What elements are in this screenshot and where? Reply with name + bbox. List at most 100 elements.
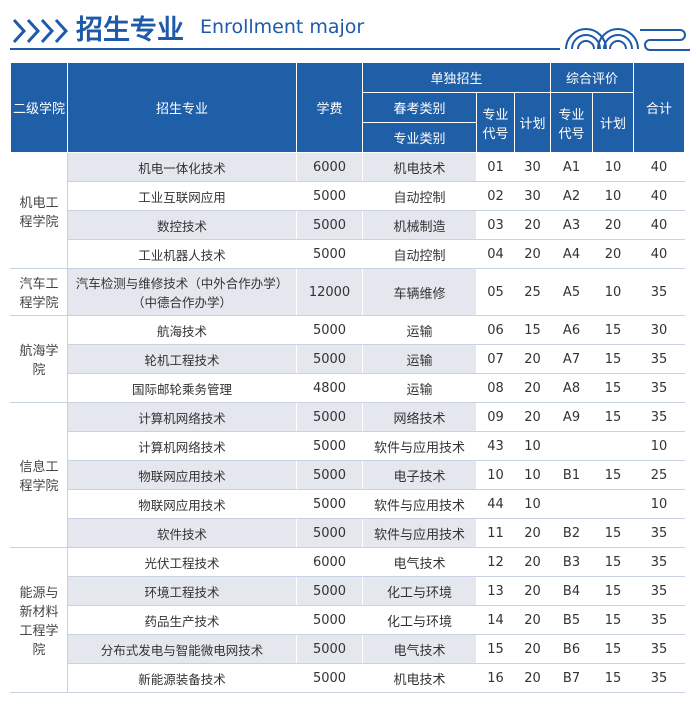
major-cell: 分布式发电与智能微电网技术 [67,634,297,664]
code-cell: 02 [476,181,515,211]
fee-cell: 5000 [296,431,363,461]
major-cell: 机电一体化技术 [67,152,297,182]
code2-cell: A6 [550,315,594,345]
total-cell: 10 [633,489,686,519]
code2-cell: A1 [550,152,594,182]
college-cell: 航海学院 [10,315,68,403]
table-row: 环境工程技术 5000 化工与环境 13 20 B4 15 35 [11,576,686,606]
table-row: 工业机器人技术 5000 自动控制 04 20 A4 20 40 [11,239,686,269]
fee-cell: 5000 [296,181,363,211]
table-row: 机电工程学院 机电一体化技术 6000 机电技术 01 30 A1 10 40 [10,152,686,269]
code-cell: 08 [476,373,515,403]
total-cell: 35 [633,373,686,403]
major-cell: 计算机网络技术 [67,431,297,461]
major-cell: 数控技术 [67,210,297,240]
code2-cell: A7 [550,344,594,374]
code-cell: 04 [476,239,515,269]
fee-cell: 5000 [296,344,363,374]
total-cell: 35 [633,547,686,577]
code2-cell: B7 [550,663,594,693]
subtitle: Enrollment major [200,16,365,38]
plan2-cell: 15 [592,576,635,606]
plan-cell: 10 [513,460,552,490]
major-cell: 计算机网络技术 [67,402,297,432]
table-row: 分布式发电与智能微电网技术 5000 电气技术 15 20 B6 15 35 [11,634,686,664]
category-cell: 化工与环境 [362,576,477,606]
table-row: 软件技术 5000 软件与应用技术 11 20 B2 15 35 [11,518,686,548]
code-cell: 06 [476,315,515,345]
major-cell: 航海技术 [67,315,297,345]
total-cell: 40 [633,181,686,211]
total-cell: 35 [633,605,686,635]
plan-cell: 10 [513,489,552,519]
code-cell: 43 [476,431,515,461]
fee-cell: 5000 [296,402,363,432]
plan2-cell: 15 [592,663,635,693]
header-cell: 单独招生 [361,62,552,93]
plan2-cell: 15 [592,605,635,635]
code2-cell: A3 [550,210,594,240]
plan2-cell: 15 [592,315,635,345]
header-cell: 专业类别 [362,122,477,153]
plan-cell: 20 [513,663,552,693]
plan2-cell [592,489,635,519]
fee-cell: 12000 [296,268,363,316]
major-cell: 工业机器人技术 [67,239,297,269]
plan2-cell: 10 [592,181,635,211]
table-row: 轮机工程技术 5000 运输 07 20 A7 15 35 [11,344,686,374]
table-row: 数控技术 5000 机械制造 03 20 A3 20 40 [11,210,686,240]
code2-cell [550,489,594,519]
code-cell: 12 [476,547,515,577]
total-cell: 35 [633,344,686,374]
plan-cell: 20 [513,518,552,548]
major-cell: 软件技术 [67,518,297,548]
plan2-cell: 15 [592,402,635,432]
code2-cell: A9 [550,402,594,432]
plan2-cell [592,431,635,461]
code-cell: 05 [476,268,515,316]
table-body: 机电工程学院 机电一体化技术 6000 机电技术 01 30 A1 10 40 工业互联网应用 50… [10,152,686,693]
plan2-cell: 20 [592,210,635,240]
table-row: 国际邮轮乘务管理 4800 运输 08 20 A8 15 35 [11,373,686,403]
plan-cell: 20 [513,239,552,269]
header-cell: 合计 [633,62,686,153]
code-cell: 01 [476,152,515,182]
total-cell: 35 [633,268,686,316]
header-cell: 春考类别 [362,92,477,123]
fee-cell: 5000 [296,576,363,606]
total-cell: 10 [633,431,686,461]
fee-cell: 5000 [296,663,363,693]
plan2-cell: 20 [592,239,635,269]
major-cell: 药品生产技术 [67,605,297,635]
plan2-cell: 15 [592,344,635,374]
plan-cell: 20 [513,210,552,240]
fee-cell: 6000 [296,152,363,182]
fee-cell: 5000 [296,315,363,345]
header-cell: 二级学院 [10,62,68,153]
category-cell: 电子技术 [362,460,477,490]
code2-cell: A5 [550,268,594,316]
total-cell: 35 [633,663,686,693]
header-cell: 计划 [513,92,552,153]
header-cell: 专业代号 [550,92,594,153]
header-cell: 专业代号 [476,92,515,153]
code2-cell [550,431,594,461]
total-cell: 35 [633,518,686,548]
code2-cell: B3 [550,547,594,577]
major-cell: 光伏工程技术 [67,547,297,577]
header-cell: 招生专业 [67,62,297,153]
major-cell: 国际邮轮乘务管理 [67,373,297,403]
plan2-cell: 15 [592,547,635,577]
header: 招生专业 Enrollment major [0,0,696,56]
table-row: 信息工程学院 计算机网络技术 5000 网络技术 09 20 A9 15 35 [10,402,686,548]
total-cell: 40 [633,210,686,240]
category-cell: 化工与环境 [362,605,477,635]
plan-cell: 30 [513,152,552,182]
code-cell: 44 [476,489,515,519]
category-cell: 机械制造 [362,210,477,240]
code2-cell: B6 [550,634,594,664]
total-cell: 30 [633,315,686,345]
category-cell: 机电技术 [362,663,477,693]
plan2-cell: 15 [592,460,635,490]
plan-cell: 30 [513,181,552,211]
